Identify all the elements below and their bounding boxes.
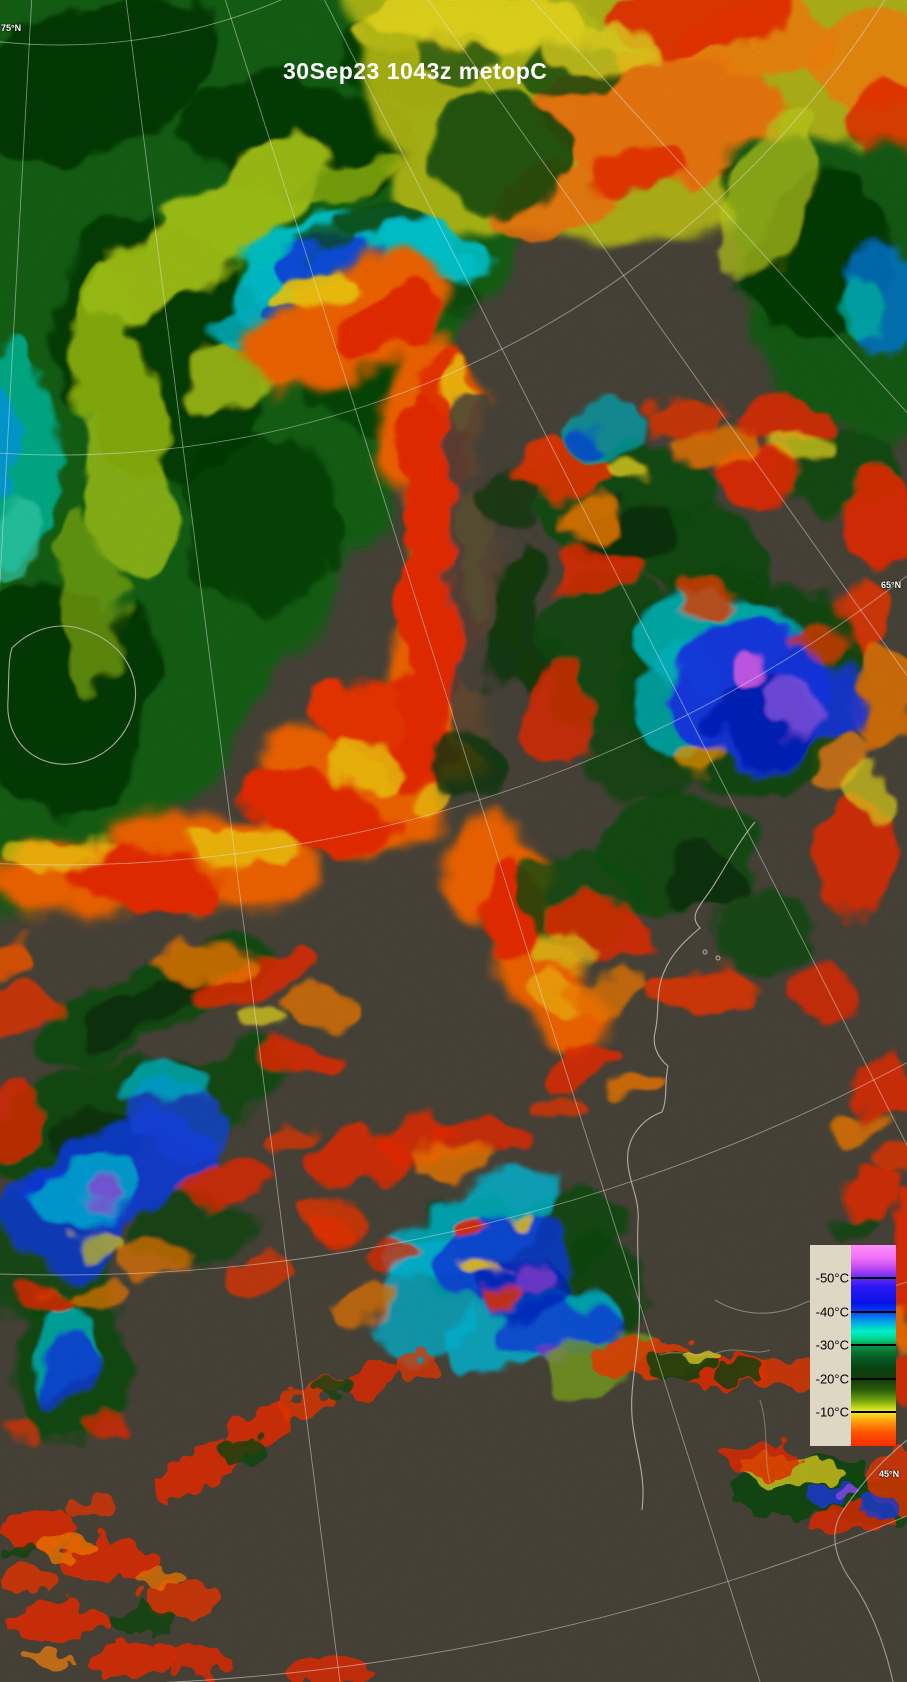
legend-label-column: -50°C -40°C -30°C -20°C -10°C: [810, 1245, 851, 1446]
legend-colorbar: [851, 1245, 896, 1446]
legend-tick-label: -10°C: [815, 1404, 849, 1420]
latitude-label-65n: 65°N: [881, 580, 902, 590]
legend-tick-line: [851, 1310, 896, 1313]
legend-tick-label: -40°C: [815, 1304, 849, 1320]
latitude-label-45n: 45°N: [879, 1469, 900, 1479]
latitude-label-75n: 75°N: [1, 23, 22, 33]
image-title: 30Sep23 1043z metopC: [283, 58, 548, 84]
legend-tick-line: [851, 1344, 896, 1347]
legend-tick-label: -20°C: [815, 1371, 849, 1387]
temperature-legend: -50°C -40°C -30°C -20°C -10°C: [810, 1245, 896, 1446]
legend-tick-line: [851, 1411, 896, 1414]
legend-tick-line: [851, 1276, 896, 1279]
legend-tick-label: -50°C: [815, 1270, 849, 1286]
legend-tick-label: -30°C: [815, 1337, 849, 1353]
legend-tick-line: [851, 1378, 896, 1381]
